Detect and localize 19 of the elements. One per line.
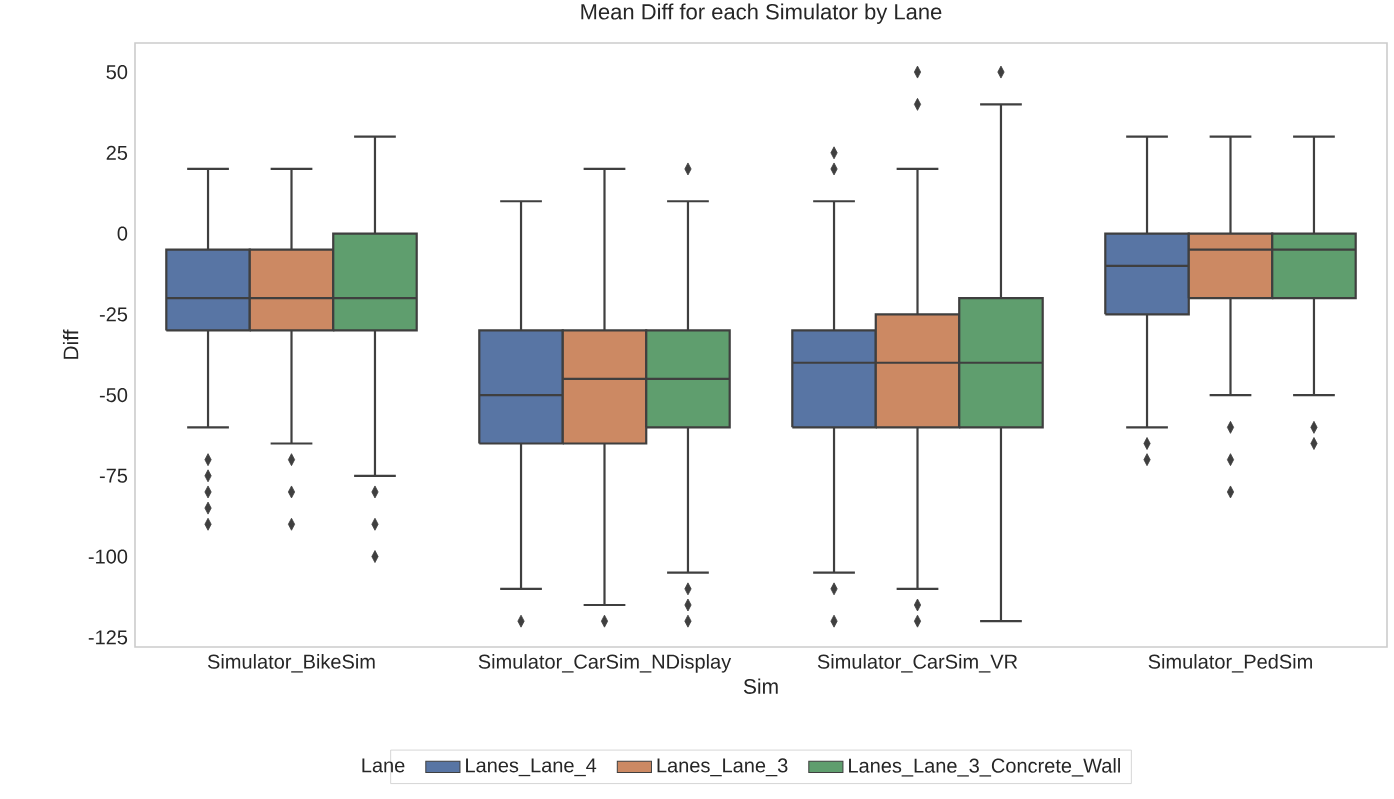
y-tick-label: -100 (88, 549, 128, 564)
x-tick-label: Simulator_CarSim_NDisplay (478, 654, 732, 673)
x-tick-label: Simulator_PedSim (1148, 654, 1312, 673)
x-tick-label: Simulator_CarSim_VR (817, 654, 1018, 673)
legend-title: Lane (362, 758, 405, 773)
x-axis-title: Sim (743, 678, 778, 694)
chart-title: Mean Diff for each Simulator by Lane (581, 3, 942, 24)
y-tick-label: 0 (117, 226, 128, 241)
y-axis-title: Diff (62, 329, 79, 359)
legend-label: Lanes_Lane_4 (466, 758, 597, 777)
y-tick-label: -50 (99, 387, 128, 403)
y-tick-label: 50 (106, 64, 128, 80)
x-tick-label: Simulator_BikeSim (207, 654, 375, 673)
legend-label: Lanes_Lane_3 (657, 758, 788, 777)
y-tick-label: -25 (99, 307, 128, 322)
legend-label: Lanes_Lane_3_Concrete_Wall (849, 758, 1120, 777)
y-tick-label: -75 (99, 468, 128, 483)
y-tick-label: -125 (88, 630, 128, 645)
y-tick-label: 25 (106, 145, 128, 160)
